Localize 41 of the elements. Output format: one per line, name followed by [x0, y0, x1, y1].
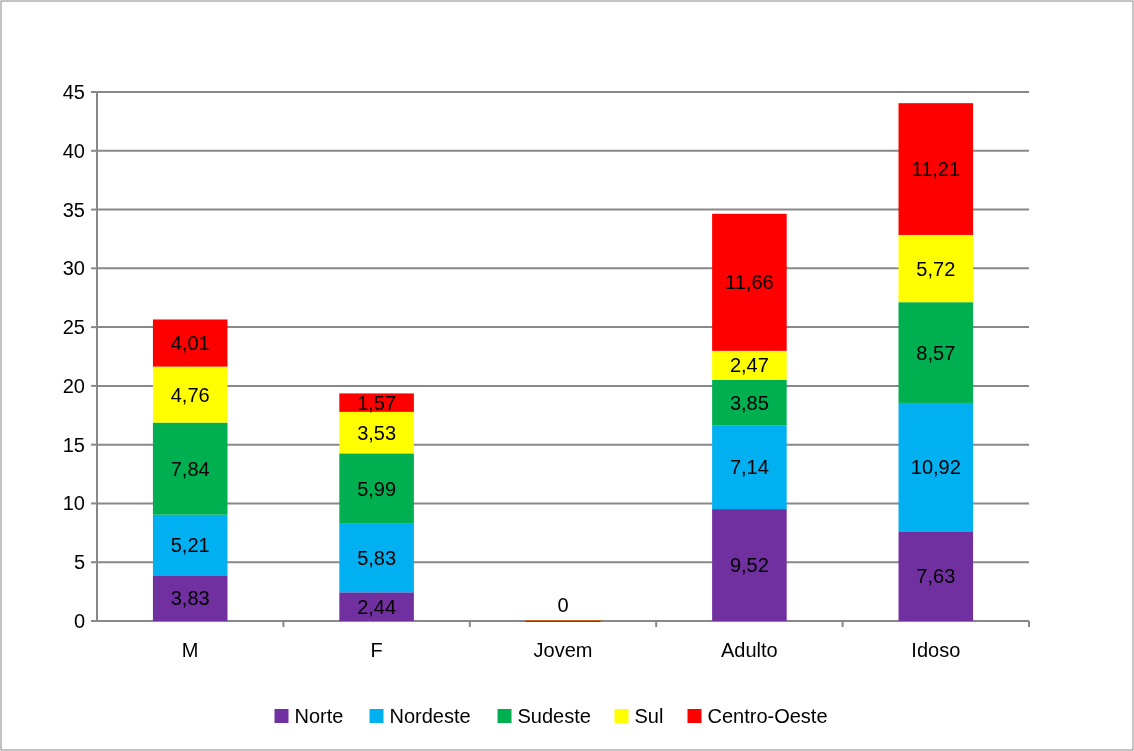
y-tick-label: 15: [62, 433, 85, 456]
y-tick-label: 25: [62, 316, 85, 339]
x-tick-label: Adulto: [721, 639, 778, 661]
data-label: 5,21: [170, 534, 210, 557]
y-tick-label: 35: [62, 198, 85, 221]
data-label: 5,99: [357, 477, 397, 500]
data-label: 4,01: [170, 332, 210, 355]
data-label: 7,14: [729, 456, 769, 479]
data-label: 2,47: [729, 354, 769, 377]
x-tick-label: M: [181, 639, 199, 661]
data-label: 2,44: [357, 595, 397, 618]
y-tick-label: 10: [62, 492, 85, 515]
data-label: 5,83: [357, 547, 397, 570]
data-label: 3,83: [170, 587, 210, 610]
data-label: 7,84: [170, 457, 210, 480]
y-tick-label: 45: [62, 81, 85, 103]
y-tick-label: 40: [62, 139, 85, 162]
data-label: 10,92: [910, 456, 961, 479]
data-label: 8,57: [916, 341, 956, 364]
data-label: 7,63: [916, 565, 956, 588]
y-tick-label: 20: [62, 374, 85, 397]
x-tick-label: F: [370, 639, 383, 661]
legend-label: Nordeste: [389, 705, 471, 727]
y-tick-label: 30: [62, 257, 85, 280]
x-tick-label: Idoso: [911, 639, 961, 661]
y-tick-label: 0: [73, 610, 85, 632]
data-label: 0: [557, 594, 569, 616]
legend-label: Centro-Oeste: [707, 705, 828, 727]
data-label: 11,66: [725, 271, 774, 294]
data-label: 4,76: [170, 383, 210, 406]
y-tick-label: 5: [73, 551, 85, 574]
legend-label: Sul: [634, 705, 664, 727]
x-tick-label: Jovem: [533, 639, 593, 661]
data-label: 3,53: [357, 421, 397, 444]
data-label: 3,85: [729, 391, 769, 414]
data-label: 11,21: [911, 158, 961, 181]
data-label: 1,57: [357, 391, 397, 414]
legend-label: Norte: [294, 705, 344, 727]
legend-label: Sudeste: [517, 705, 591, 727]
data-label: 5,72: [916, 257, 956, 280]
data-label: 9,52: [729, 554, 769, 577]
